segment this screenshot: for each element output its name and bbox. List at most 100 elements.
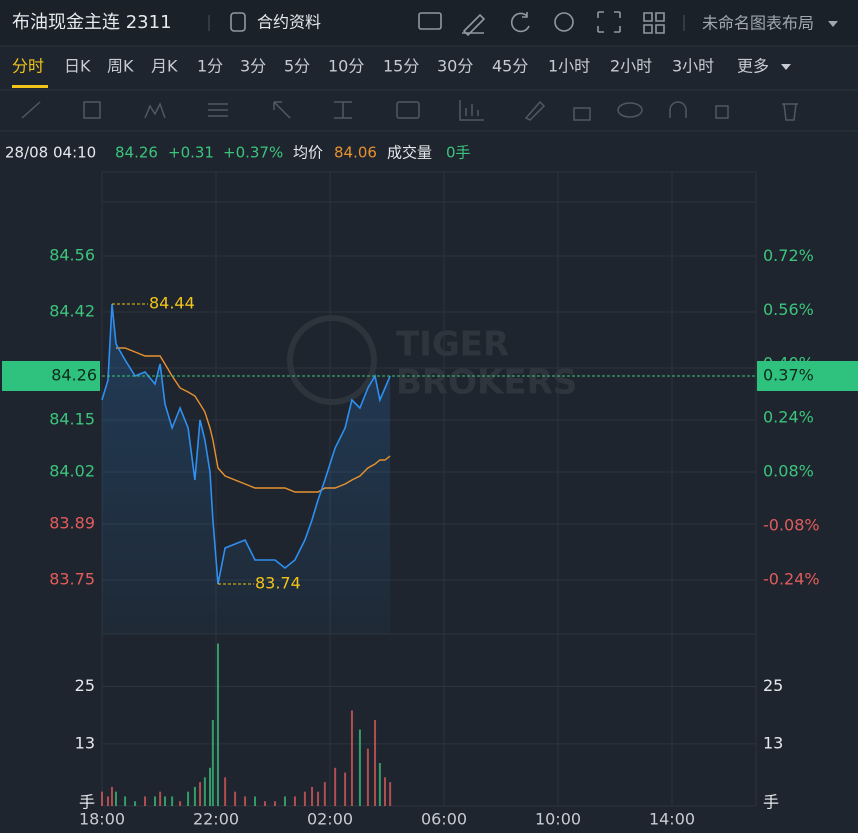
active-tab-underline bbox=[12, 85, 48, 88]
volume-bar bbox=[234, 791, 237, 806]
volume-label: 成交量 bbox=[387, 144, 432, 162]
volume-bar bbox=[384, 777, 387, 806]
volume-tick-label: 13 bbox=[75, 733, 95, 752]
volume-tick-label: 25 bbox=[763, 676, 783, 695]
caret bbox=[781, 64, 791, 70]
volume-unit: 手 bbox=[763, 793, 779, 812]
annotation-label: 83.74 bbox=[255, 574, 301, 593]
header-bar bbox=[0, 0, 858, 46]
volume-bar bbox=[187, 791, 190, 806]
volume-bar bbox=[179, 801, 182, 806]
rect-tool[interactable] bbox=[83, 101, 101, 119]
tab[interactable]: 3小时 bbox=[672, 57, 714, 76]
tab[interactable]: 分时 bbox=[12, 57, 44, 76]
volume-bar bbox=[244, 796, 247, 806]
contract-info[interactable]: 合约资料 bbox=[257, 13, 321, 32]
pattern-tool[interactable] bbox=[144, 102, 166, 119]
trash-tool[interactable] bbox=[782, 103, 798, 121]
tab[interactable]: 月K bbox=[151, 57, 178, 76]
volume-bar bbox=[378, 763, 381, 806]
edit-icon[interactable] bbox=[462, 13, 486, 37]
range-tool[interactable] bbox=[334, 101, 352, 119]
tab[interactable]: 1小时 bbox=[548, 57, 590, 76]
drawing-toolbar bbox=[21, 100, 798, 121]
settings-icon[interactable] bbox=[554, 12, 574, 32]
volume-bar bbox=[110, 786, 113, 806]
tab[interactable]: 30分 bbox=[437, 57, 473, 76]
volume-bar bbox=[154, 796, 157, 806]
volume-bar bbox=[193, 786, 196, 806]
volume-bar bbox=[344, 772, 347, 806]
tab[interactable]: 15分 bbox=[383, 57, 419, 76]
watermark-text: TIGER bbox=[396, 325, 509, 365]
tab[interactable]: 周K bbox=[107, 57, 134, 76]
layout-name[interactable]: 未命名图表布局 bbox=[702, 14, 814, 33]
volume-unit: 手 bbox=[79, 793, 95, 812]
last-pct-box bbox=[757, 361, 858, 391]
tab[interactable]: 10分 bbox=[328, 57, 364, 76]
x-tick-label: 18:00 bbox=[79, 810, 125, 829]
y-tick-label: 83.75 bbox=[49, 570, 95, 589]
datetime: 28/08 04:10 bbox=[5, 144, 96, 162]
price: 84.26 bbox=[115, 144, 158, 162]
y2-tick-label: 0.56% bbox=[763, 300, 814, 319]
plot: 18:00 22:00 02:00 06:00 10:00 14:00 84.56 84.42… bbox=[2, 172, 858, 829]
y2-tick-label: -0.08% bbox=[763, 516, 820, 535]
annotation-label: 84.44 bbox=[149, 294, 195, 313]
tab[interactable]: 1分 bbox=[197, 57, 223, 76]
doc-icon[interactable] bbox=[230, 12, 246, 32]
y-tick-label: 84.56 bbox=[49, 246, 95, 265]
text-tool[interactable] bbox=[396, 101, 420, 119]
y-tick-label: 83.89 bbox=[49, 514, 95, 533]
fib-tool[interactable] bbox=[208, 103, 228, 117]
volume-bar bbox=[163, 796, 166, 806]
volume-bar bbox=[134, 801, 137, 806]
volume-bar bbox=[303, 791, 306, 806]
volume-bar bbox=[114, 791, 117, 806]
price-area bbox=[102, 304, 391, 634]
tab[interactable]: 5分 bbox=[284, 57, 310, 76]
volume-bar bbox=[358, 729, 361, 806]
brush-tool[interactable] bbox=[524, 100, 546, 121]
watermark: TIGER BROKERS bbox=[287, 315, 577, 405]
magnet-tool[interactable] bbox=[669, 101, 687, 118]
volume-bar bbox=[124, 796, 127, 806]
volume-bar bbox=[101, 791, 103, 806]
x-tick-label: 06:00 bbox=[421, 810, 467, 829]
chart-icon[interactable] bbox=[418, 12, 442, 30]
arrow-tool[interactable] bbox=[273, 101, 291, 119]
volume-bar bbox=[389, 782, 392, 806]
avg: 84.06 bbox=[334, 144, 377, 162]
tab[interactable]: 2小时 bbox=[610, 57, 652, 76]
last-price-box bbox=[2, 361, 100, 391]
volume-bar bbox=[264, 801, 267, 806]
lock-tool[interactable] bbox=[573, 107, 591, 121]
volume-bar bbox=[283, 796, 286, 806]
tab[interactable]: 3分 bbox=[240, 57, 266, 76]
tab[interactable]: 45分 bbox=[492, 57, 528, 76]
caret bbox=[828, 21, 838, 27]
avg-line bbox=[116, 347, 391, 493]
x-tick-label: 14:00 bbox=[649, 810, 695, 829]
x-tick-label: 02:00 bbox=[307, 810, 353, 829]
tab[interactable]: 日K bbox=[64, 57, 91, 76]
eye-tool[interactable] bbox=[617, 102, 643, 118]
last-pct-label: 0.37% bbox=[763, 366, 814, 385]
measure-tool[interactable] bbox=[459, 100, 484, 121]
change-pct: +0.37% bbox=[223, 144, 283, 162]
change: +0.31 bbox=[168, 144, 214, 162]
volume-bar bbox=[311, 786, 314, 806]
volume-bar bbox=[159, 791, 162, 806]
copy-tool[interactable] bbox=[715, 105, 729, 119]
fullscreen-icon[interactable] bbox=[597, 11, 621, 33]
avg-label: 均价 bbox=[293, 144, 323, 162]
layout-icon[interactable] bbox=[643, 12, 665, 34]
x-tick-label: 10:00 bbox=[535, 810, 581, 829]
tab[interactable]: 更多 bbox=[737, 57, 769, 76]
line-tool[interactable] bbox=[21, 101, 41, 119]
refresh-icon[interactable] bbox=[510, 12, 530, 33]
title: 布油现金主连 2311 bbox=[12, 12, 172, 33]
y-tick-label: 84.02 bbox=[49, 462, 95, 481]
